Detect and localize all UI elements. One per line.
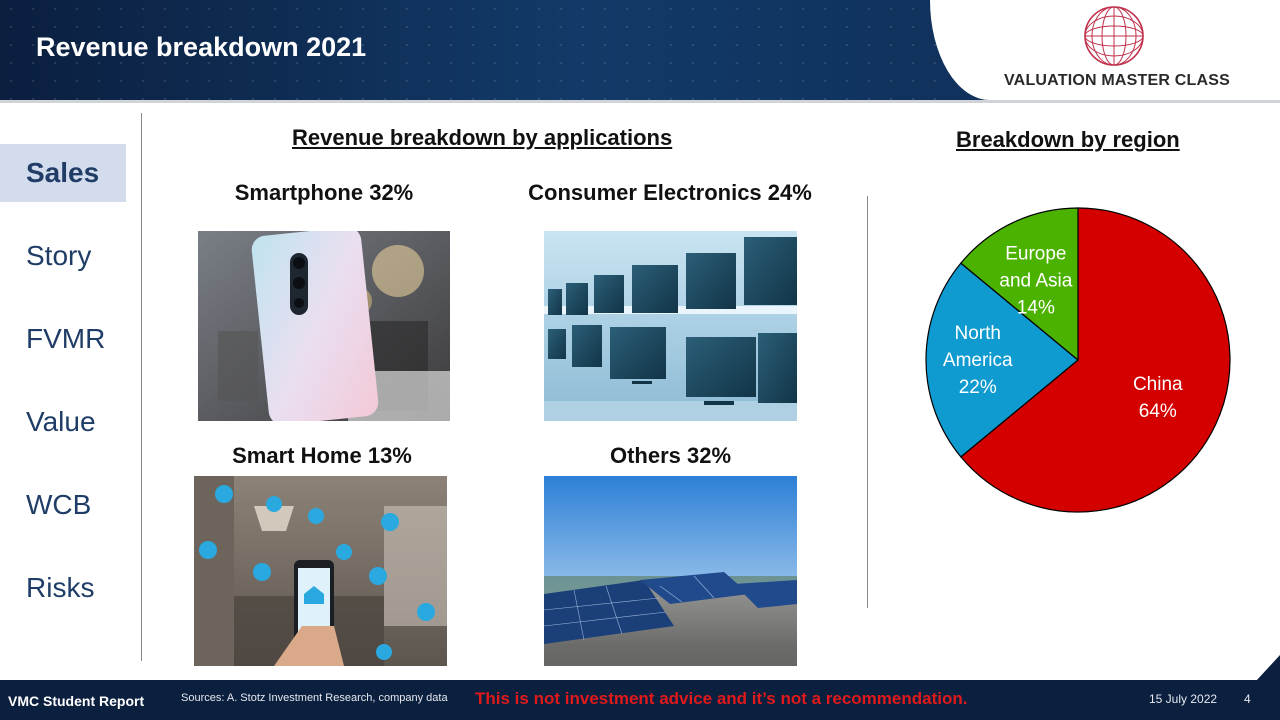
smart-home-caption: Smart Home 13% — [232, 443, 412, 468]
nav-item-fvmr[interactable]: FVMR — [26, 323, 106, 354]
sources-note: Sources: A. Stotz Investment Research, c… — [181, 692, 448, 704]
footer-bar: VMC Student Report Sources: A. Stotz Inv… — [0, 680, 1280, 720]
others-caption: Others 32% — [609, 443, 732, 468]
nav-item-wcb[interactable]: WCB — [26, 489, 92, 520]
brand-logo-text: VALUATION MASTER CLASS — [1004, 72, 1231, 89]
nav-item-risks[interactable]: Risks — [26, 572, 95, 603]
nav-divider — [141, 113, 142, 661]
header-underline — [0, 100, 1280, 103]
pie-label-0: China 64% — [1133, 374, 1183, 422]
pie-label-1: North America 22% — [943, 323, 1013, 398]
globe-logo-icon — [1084, 6, 1144, 66]
page-title: Revenue breakdown 2021 — [36, 32, 367, 62]
nav-item-value[interactable]: Value — [26, 406, 96, 437]
region-pie-chart: China 64% North America 22%Europe and Asia 14% — [925, 207, 1231, 513]
consumer-electronics-caption: Consumer Electronics 24% — [528, 180, 812, 205]
smartphone-photo — [198, 231, 450, 421]
region-title: Breakdown by region — [956, 127, 1180, 152]
header-texture — [0, 0, 940, 100]
pie-slice-north-america-22 — [925, 262, 1079, 458]
report-date: 15 July 2022 — [1149, 692, 1218, 706]
solar-panels-photo — [544, 476, 797, 666]
page-number: 4 — [1244, 692, 1251, 706]
nav-item-sales[interactable]: Sales — [0, 144, 126, 202]
smartphone-caption: Smartphone 32% — [234, 180, 414, 205]
nav-item-story[interactable]: Story — [26, 240, 92, 271]
disclaimer-text: This is not investment advice and it’s n… — [475, 689, 968, 708]
report-label: VMC Student Report — [8, 693, 145, 709]
section-divider — [867, 196, 868, 608]
tv-displays-photo — [544, 231, 797, 421]
pie-label-2: Europe and Asia 14% — [999, 244, 1072, 319]
applications-title: Revenue breakdown by applications — [292, 125, 673, 150]
pie-slice-china-64 — [960, 207, 1231, 513]
pie-slice-europe-andasia-14 — [960, 207, 1079, 362]
smart-home-photo — [194, 476, 447, 666]
